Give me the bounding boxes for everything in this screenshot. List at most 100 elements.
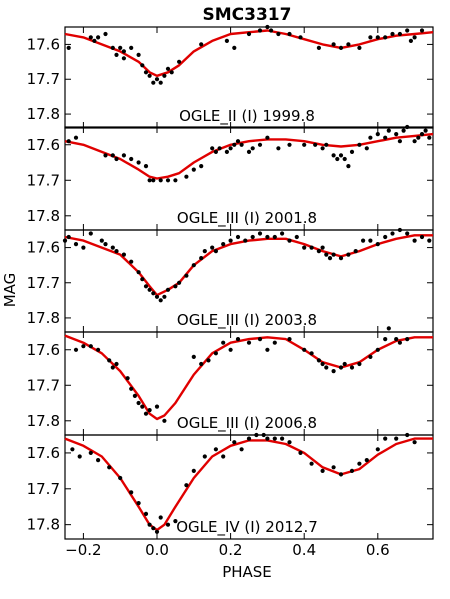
data-point [191,468,196,473]
data-point [412,440,417,445]
data-point [103,153,108,158]
data-point [338,153,344,158]
data-point [287,238,292,243]
data-point [257,231,263,236]
data-point [147,178,152,183]
y-tick-label: 17.7 [27,376,60,394]
chart-title: SMC3317 [203,5,292,25]
data-point [246,31,252,37]
data-point [383,436,388,441]
data-point [136,400,141,406]
data-point [143,511,149,516]
data-point [129,45,134,51]
data-point [412,139,417,144]
data-point [405,124,410,130]
data-point [143,411,149,416]
panel-label: OGLE_III (I) 2003.8 [177,311,317,330]
data-point [62,238,68,243]
data-point [239,447,244,452]
data-point [88,231,93,236]
data-point [338,472,344,477]
data-point [224,38,229,44]
data-point [405,231,410,236]
data-point [419,28,425,33]
data-point [143,284,149,289]
data-point [320,361,325,367]
data-point [199,361,204,367]
data-point [184,174,189,179]
data-point [140,404,145,409]
data-point [173,519,178,524]
data-point [228,347,233,352]
data-point [265,24,270,30]
data-point [383,234,388,240]
data-point [121,153,126,158]
x-tick-label: 0.2 [219,541,243,559]
data-point [73,135,79,140]
data-point [427,135,432,140]
data-point [265,234,270,240]
data-point [224,149,229,154]
panel-label: OGLE_IV (I) 2012.7 [176,518,318,537]
data-point [309,351,314,356]
data-point [346,164,351,169]
data-point [232,142,237,147]
data-point [342,156,347,162]
data-point [114,156,119,162]
data-point [177,59,182,64]
panel-3: 17.6 17.7 17.8 OGLE_III (I) 2003.8 [27,227,434,333]
y-tick-label: 17.6 [27,35,60,53]
data-point [427,238,432,243]
data-point [162,418,167,423]
data-point [349,149,355,154]
data-point [302,142,307,147]
data-point [375,447,380,452]
data-point [272,340,277,345]
data-point [110,365,115,370]
data-point [364,458,369,463]
data-point [320,468,325,473]
data-point [158,298,163,303]
data-point [269,28,274,33]
data-point [136,501,141,506]
data-point [368,238,373,243]
data-point [394,436,399,441]
y-axis-title: MAG [1,273,19,308]
data-point [287,31,292,37]
data-point [165,66,171,71]
data-point [246,340,252,345]
data-point [298,450,303,455]
data-point [246,436,252,441]
data-point [364,146,369,151]
data-point [217,146,222,151]
data-point [368,35,373,40]
y-tick-label: 17.8 [27,105,60,123]
data-point [235,139,241,144]
data-point [136,52,141,58]
data-point [265,347,270,352]
data-point [154,77,160,82]
data-point [158,178,163,183]
data-point [254,432,259,438]
data-point [257,142,263,147]
data-point [423,128,428,133]
data-point [331,465,336,470]
data-point [206,358,211,363]
data-point [419,132,425,137]
data-point [107,358,112,363]
data-point [280,436,285,441]
data-point [320,146,325,151]
fit-curve [64,437,433,532]
data-point [92,38,97,44]
data-point [213,149,218,154]
data-point [66,139,71,144]
data-point [199,256,204,261]
data-point [125,376,130,381]
data-point [397,227,402,233]
data-point [346,42,351,47]
data-point [143,70,149,75]
data-point [114,52,119,58]
data-point [221,242,226,247]
data-point [173,284,178,289]
data-point [261,432,266,438]
